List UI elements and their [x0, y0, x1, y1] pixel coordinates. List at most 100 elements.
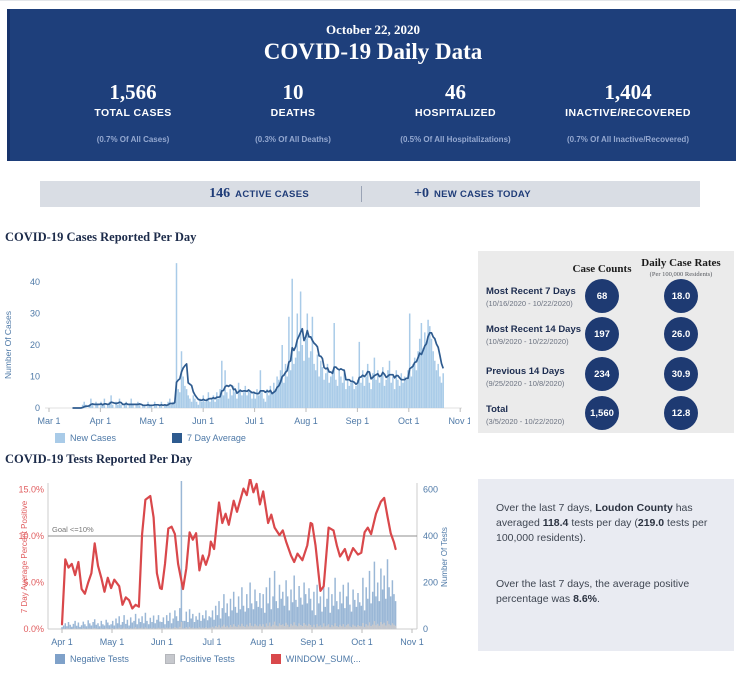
count-circle[interactable]: 68: [585, 279, 619, 313]
svg-text:Number Of Tests: Number Of Tests: [440, 527, 449, 587]
legend-label: Negative Tests: [70, 654, 129, 664]
svg-text:7 Day Average Percent Positive: 7 Day Average Percent Positive: [20, 500, 29, 613]
stat-label: TOTAL CASES: [94, 107, 172, 119]
stat-inactive-recovered: 1,404 INACTIVE/RECOVERED (0.7% Of All In…: [533, 81, 723, 144]
active-cases-value: 146: [209, 186, 231, 201]
svg-text:Apr 1: Apr 1: [51, 637, 73, 647]
svg-text:0: 0: [423, 624, 428, 634]
legend-item-negative-tests[interactable]: Negative Tests: [55, 654, 129, 664]
table-row-label: Most Recent 7 Days (10/16/2020 - 10/22/2…: [486, 286, 588, 309]
count-circle[interactable]: 1,560: [585, 396, 619, 430]
tests-summary-paragraph: Over the last 7 days, Loudon County has …: [496, 502, 708, 545]
new-cases-value: +0: [413, 186, 429, 201]
table-row-label: Most Recent 14 Days (10/9/2020 - 10/22/2…: [486, 325, 588, 347]
stat-subtext: (0.7% Of All Inactive/Recovered): [567, 135, 689, 144]
cases-chart-title: COVID-19 Cases Reported Per Day: [5, 230, 197, 244]
svg-text:Nov 1: Nov 1: [448, 416, 470, 426]
svg-text:Jul 1: Jul 1: [245, 416, 264, 426]
cases-chart-legend: New Cases 7 Day Average: [55, 433, 246, 443]
negative-tests-swatch-icon: [55, 654, 65, 664]
avg-tests-value: 118.4: [542, 517, 569, 530]
svg-text:Oct 1: Oct 1: [351, 637, 373, 647]
row-range: (9/25/2020 - 10/8/2020): [486, 379, 565, 388]
stat-subtext: (0.3% Of All Deaths): [255, 135, 331, 144]
legend-item-7day-average[interactable]: 7 Day Average: [172, 433, 246, 443]
col-daily-case-rates: Daily Case Rates: [641, 257, 721, 269]
svg-text:Nov 1: Nov 1: [400, 637, 424, 647]
count-circle[interactable]: 197: [585, 317, 619, 351]
legend-label: Positive Tests: [179, 654, 235, 664]
svg-text:Number Of Cases: Number Of Cases: [3, 311, 13, 379]
stat-label: INACTIVE/RECOVERED: [565, 107, 691, 119]
legend-item-window-sum[interactable]: WINDOW_SUM(...: [270, 654, 361, 664]
stat-deaths: 10 DEATHS (0.3% Of All Deaths): [213, 81, 373, 144]
col-case-counts: Case Counts: [572, 263, 632, 275]
row-range: (10/16/2020 - 10/22/2020): [486, 299, 573, 308]
stat-value: 1,404: [604, 80, 652, 104]
legend-item-new-cases[interactable]: New Cases: [55, 433, 116, 443]
rate-circle[interactable]: 12.8: [664, 396, 698, 430]
svg-text:Sep 1: Sep 1: [300, 637, 324, 647]
positive-pct-value: 8.6%: [573, 592, 597, 605]
stat-value: 46: [445, 80, 466, 104]
svg-text:Mar 1: Mar 1: [37, 416, 60, 426]
tests-chart-title: COVID-19 Tests Reported Per Day: [5, 452, 193, 466]
count-circle[interactable]: 234: [585, 357, 619, 391]
window-sum-swatch-icon: [270, 654, 281, 664]
svg-text:May 1: May 1: [140, 416, 165, 426]
tests-summary-panel: Over the last 7 days, Loudon County has …: [478, 479, 734, 651]
stat-subtext: (0.7% Of All Cases): [96, 135, 170, 144]
svg-text:Jun 1: Jun 1: [192, 416, 214, 426]
table-row-label: Previous 14 Days (9/25/2020 - 10/8/2020): [486, 366, 588, 389]
rate-circle[interactable]: 18.0: [664, 279, 698, 313]
svg-text:0.0%: 0.0%: [23, 624, 44, 634]
svg-text:10.0%: 10.0%: [18, 531, 44, 541]
stat-subtext: (0.5% Of All Hospitalizations): [400, 135, 511, 144]
svg-text:Jul 1: Jul 1: [202, 637, 221, 647]
legend-label: WINDOW_SUM(...: [285, 654, 361, 664]
stat-value: 1,566: [109, 80, 157, 104]
svg-text:30: 30: [30, 309, 40, 319]
rate-circle[interactable]: 26.0: [664, 317, 698, 351]
stat-value: 10: [282, 80, 304, 104]
legend-item-positive-tests[interactable]: Positive Tests: [164, 654, 235, 664]
svg-text:Apr 1: Apr 1: [90, 416, 112, 426]
divider: [360, 186, 362, 202]
row-label: Most Recent 7 Days: [486, 286, 576, 297]
page-title: COVID-19 Daily Data: [263, 39, 483, 64]
svg-text:Aug 1: Aug 1: [250, 637, 274, 647]
tests-chart-legend: Negative Tests Positive Tests WINDOW_SUM…: [55, 654, 361, 664]
legend-label: New Cases: [70, 433, 117, 443]
row-range: (10/9/2020 - 10/22/2020): [486, 337, 569, 346]
row-range: (3/5/2020 - 10/22/2020): [486, 417, 565, 426]
col-daily-case-rates-sub: (Per 100,000 Residents): [649, 271, 713, 278]
new-cases-swatch-icon: [55, 433, 65, 443]
active-cases-label: ACTIVE CASES: [235, 188, 309, 200]
svg-text:40: 40: [30, 277, 40, 287]
svg-text:5.0%: 5.0%: [23, 578, 44, 588]
row-label: Previous 14 Days: [486, 366, 565, 377]
svg-text:Goal <=10%: Goal <=10%: [52, 525, 94, 534]
positive-pct-paragraph: Over the last 7 days, the average positi…: [496, 577, 690, 605]
svg-text:Aug 1: Aug 1: [294, 416, 318, 426]
svg-text:10: 10: [30, 372, 40, 382]
county-name: Loudon County: [595, 502, 673, 514]
table-row-label: Total (3/5/2020 - 10/22/2020): [486, 404, 588, 427]
svg-text:20: 20: [30, 340, 40, 350]
tests-per-100k-value: 219.0: [637, 517, 665, 530]
svg-text:Sep 1: Sep 1: [346, 416, 370, 426]
stat-total-cases: 1,566 TOTAL CASES (0.7% Of All Cases): [43, 81, 223, 144]
svg-text:Oct 1: Oct 1: [398, 416, 420, 426]
tests-per-day-chart[interactable]: Apr 1 May 1 Jun 1 Jul 1 Aug 1 Sep 1 Oct 1 Nov 1…: [0, 479, 470, 655]
svg-text:600: 600: [423, 485, 438, 495]
new-cases-label: NEW CASES TODAY: [433, 188, 531, 200]
row-label: Total: [486, 404, 508, 415]
header-banner: October 22, 2020 COVID-19 Daily Data 1,5…: [7, 9, 736, 161]
svg-text:0: 0: [35, 403, 40, 413]
avg-swatch-icon: [172, 433, 183, 443]
rate-circle[interactable]: 30.9: [664, 357, 698, 391]
svg-text:May 1: May 1: [100, 637, 125, 647]
cases-per-day-chart[interactable]: Mar 1 Apr 1 May 1 Jun 1 Jul 1 Aug 1 Sep 1 Oct 1…: [0, 249, 470, 431]
positive-tests-swatch-icon: [164, 654, 175, 664]
